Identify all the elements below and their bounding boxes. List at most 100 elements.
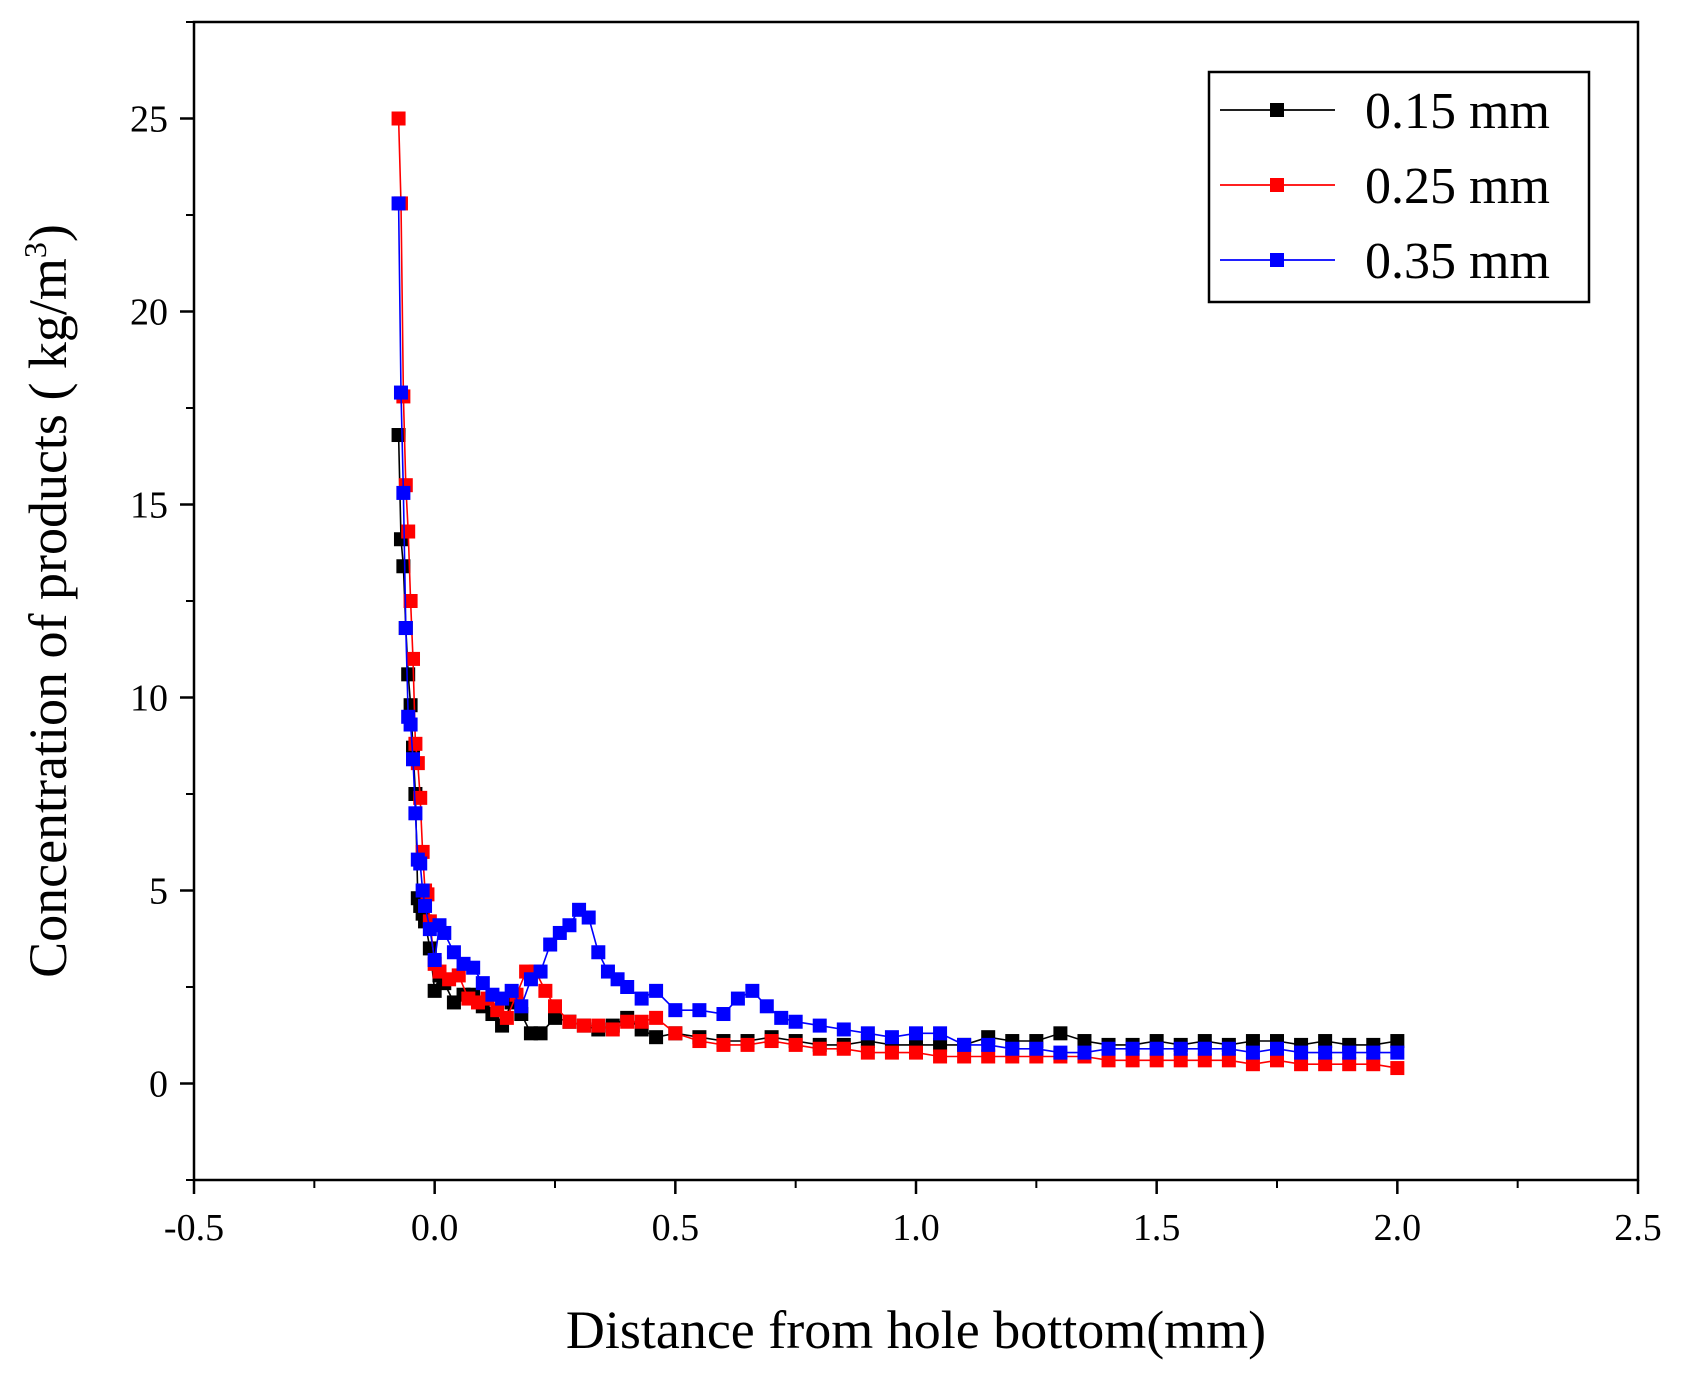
data-point: [403, 594, 418, 608]
y-tick-label: 10: [130, 678, 168, 720]
data-point: [1390, 1045, 1405, 1060]
data-point: [1197, 1053, 1212, 1068]
data-point: [406, 752, 421, 767]
data-point: [1270, 1053, 1284, 1068]
legend-label: 0.35 mm: [1365, 233, 1550, 290]
data-point: [957, 1037, 972, 1052]
data-point: [884, 1045, 899, 1060]
data-point: [413, 856, 428, 871]
data-point: [437, 925, 452, 940]
data-point: [427, 952, 442, 967]
y-axis-title-main: Concentration of products ( kg/m: [18, 258, 78, 978]
data-point: [591, 945, 606, 960]
legend-marker: [1270, 178, 1284, 192]
data-point: [408, 806, 423, 821]
data-point: [466, 960, 481, 975]
legend: 0.15 mm 0.25 mm 0.35 mm: [1207, 70, 1591, 304]
data-point: [514, 999, 529, 1014]
x-tick-label: 1.5: [1133, 1207, 1181, 1249]
data-point: [1245, 1057, 1260, 1072]
data-point: [812, 1018, 827, 1033]
data-point: [398, 621, 413, 636]
legend-label: 0.25 mm: [1365, 158, 1550, 215]
data-point: [1149, 1053, 1164, 1068]
data-point: [933, 1026, 948, 1041]
data-point: [1101, 1041, 1116, 1056]
data-point: [1245, 1034, 1260, 1049]
data-point: [1342, 1057, 1357, 1072]
data-point: [581, 910, 596, 925]
data-point: [957, 1049, 972, 1064]
data-point: [562, 918, 577, 933]
data-point: [1125, 1041, 1140, 1056]
data-point: [774, 1010, 789, 1025]
data-point: [1318, 1057, 1333, 1072]
y-axis-title-end: ): [18, 224, 78, 242]
y-tick-label: 25: [130, 99, 168, 141]
data-point: [533, 964, 548, 979]
data-point: [1173, 1041, 1188, 1056]
data-point: [836, 1022, 851, 1037]
data-point: [451, 968, 466, 983]
data-point: [418, 898, 433, 913]
data-point: [1197, 1041, 1212, 1056]
data-point: [620, 1014, 635, 1029]
data-point: [716, 1037, 731, 1052]
data-point: [1294, 1057, 1309, 1072]
data-point: [605, 1022, 620, 1037]
data-point: [408, 736, 423, 751]
data-point: [393, 385, 408, 400]
y-tick-label: 5: [149, 871, 168, 913]
data-point: [1125, 1053, 1140, 1068]
data-point: [1101, 1053, 1116, 1068]
data-point: [396, 559, 411, 574]
data-point: [812, 1041, 827, 1056]
data-point: [1390, 1061, 1405, 1076]
data-point: [981, 1037, 996, 1052]
x-tick-label: 2.0: [1374, 1207, 1422, 1249]
data-point: [692, 1034, 707, 1049]
y-tick-label: 20: [130, 292, 168, 334]
data-point: [620, 980, 635, 994]
data-point: [860, 1026, 875, 1041]
data-point: [1029, 1041, 1044, 1056]
series-0-35-mm: [391, 196, 1405, 1060]
series-layer: [391, 111, 1405, 1076]
legend-label: 0.15 mm: [1365, 83, 1550, 140]
data-point: [1221, 1041, 1236, 1056]
x-tick-label: 2.5: [1614, 1207, 1662, 1249]
data-point: [759, 999, 774, 1014]
data-point: [981, 1049, 996, 1064]
data-point: [548, 999, 562, 1014]
legend-items: 0.15 mm 0.25 mm 0.35 mm: [1220, 83, 1550, 290]
legend-marker: [1270, 103, 1284, 117]
data-point: [533, 1026, 548, 1041]
data-point: [933, 1049, 948, 1064]
data-point: [740, 1037, 755, 1052]
data-point: [413, 790, 428, 805]
data-point: [649, 1030, 664, 1045]
data-point: [1149, 1041, 1164, 1056]
data-point: [788, 1037, 803, 1052]
data-point: [1366, 1057, 1381, 1072]
data-point: [634, 991, 649, 1006]
y-axis-title: Concentration of products ( kg/m3): [17, 224, 78, 978]
data-point: [764, 1034, 779, 1049]
data-point: [649, 983, 664, 998]
data-point: [415, 883, 430, 898]
axis-ticks: -0.5 0.0 0.5 1.0 1.5 2.0 2.5 0 5 10 15 20 25: [130, 21, 1662, 1249]
data-point: [788, 1014, 803, 1029]
x-axis-title: Distance from hole bottom(mm): [566, 1300, 1266, 1360]
x-tick-label: 1.0: [892, 1207, 940, 1249]
y-tick-label: 0: [149, 1064, 168, 1106]
data-point: [562, 1014, 577, 1029]
data-point: [649, 1010, 664, 1025]
data-point: [391, 428, 406, 443]
data-point: [1390, 1034, 1405, 1049]
x-tick-label: 0.0: [411, 1207, 459, 1249]
data-point: [1053, 1045, 1068, 1060]
x-tick-label: -0.5: [164, 1207, 224, 1249]
data-point: [668, 1003, 683, 1018]
data-point: [1366, 1045, 1381, 1060]
data-point: [548, 1010, 562, 1025]
